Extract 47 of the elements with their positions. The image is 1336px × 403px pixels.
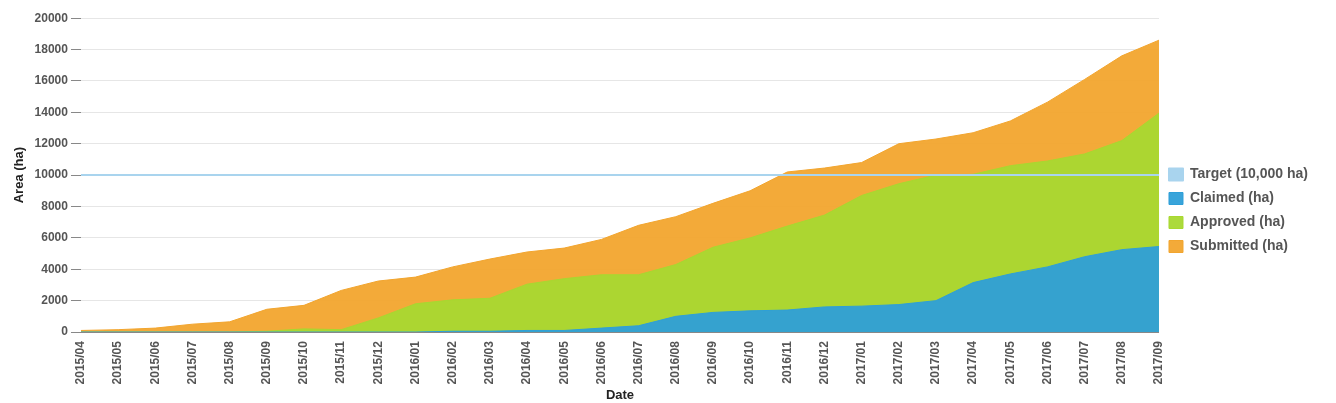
legend-label: Submitted (ha) [1189,237,1288,254]
x-tick-label: 2015/09 [259,340,274,385]
x-tick-label: 2016/06 [593,340,608,385]
x-tick-label: 2017/04 [965,340,980,385]
y-tick-label: 10000 [34,167,69,182]
x-tick-label: 2015/05 [110,340,125,385]
x-tick-label: 2016/08 [668,340,683,385]
x-tick-label: 2017/02 [891,340,906,385]
x-tick-label: 2016/12 [816,340,831,385]
y-tick-label: 18000 [34,41,69,56]
x-tick-label: 2016/02 [445,340,460,385]
x-tick-label: 2016/03 [482,340,497,385]
x-tick-label: 2016/09 [705,340,720,385]
x-tick-label: 2015/04 [73,340,88,385]
y-tick-label: 20000 [34,10,69,25]
x-tick-label: 2016/11 [779,340,794,384]
legend-label: Target (10,000 ha) [1189,165,1309,182]
x-tick-label: 2017/07 [1076,340,1091,385]
y-tick-label: 4000 [41,261,69,276]
x-tick-label: 2017/09 [1151,340,1166,385]
y-tick-label: 0 [61,324,69,339]
x-tick-label: 2015/07 [184,340,199,385]
y-tick-label: 8000 [41,198,69,213]
x-tick-label: 2017/06 [1039,340,1054,385]
x-tick-label: 2015/08 [221,340,236,385]
y-tick-label: 6000 [41,230,69,245]
x-tick-label: 2016/04 [519,340,534,385]
x-tick-label: 2016/01 [407,340,422,385]
x-tick-label: 2017/05 [1002,340,1017,385]
x-tick-label: 2017/03 [928,340,943,385]
y-tick-label: 2000 [41,292,69,307]
x-tick-label: 2015/10 [296,340,311,385]
x-tick-label: 2016/07 [630,340,645,385]
x-tick-label: 2015/06 [147,340,162,385]
x-tick-label: 2017/08 [1114,340,1129,385]
y-axis-title: Area (ha) [11,146,27,204]
legend-label: Approved (ha) [1189,213,1285,230]
y-tick-label: 12000 [34,136,69,151]
x-tick-label: 2015/11 [333,340,348,384]
y-tick-label: 16000 [34,73,69,88]
x-tick-label: 2017/01 [853,340,868,385]
y-tick-label: 14000 [34,104,69,119]
x-tick-label: 2015/12 [370,340,385,385]
x-tick-label: 2016/10 [742,340,757,385]
x-axis-title: Date [605,386,635,402]
legend-label: Claimed (ha) [1189,189,1275,206]
x-tick-label: 2016/05 [556,340,571,385]
